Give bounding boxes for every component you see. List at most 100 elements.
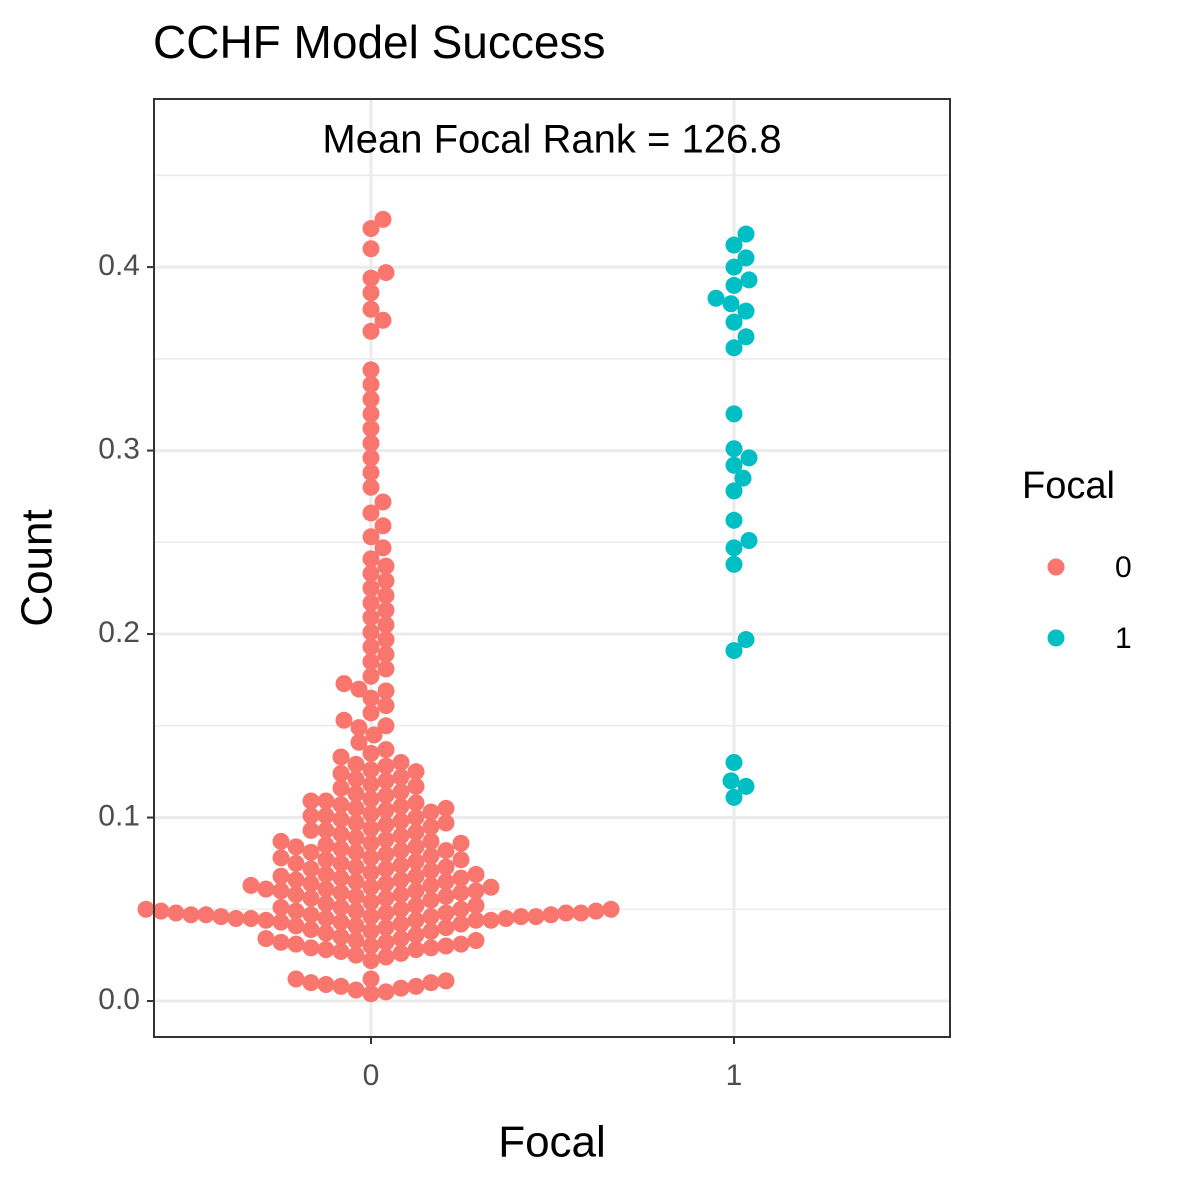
point <box>332 884 350 902</box>
point <box>740 271 758 289</box>
point <box>362 528 380 546</box>
point <box>362 776 380 794</box>
point <box>392 915 410 933</box>
point <box>737 225 755 243</box>
point <box>392 783 410 801</box>
point <box>725 405 743 423</box>
point <box>407 867 425 885</box>
point <box>362 878 380 896</box>
point <box>377 557 395 575</box>
point <box>407 911 425 929</box>
point <box>272 849 290 867</box>
legend-title: Focal <box>1022 465 1115 507</box>
point <box>332 942 350 960</box>
point <box>377 816 395 834</box>
point <box>377 919 395 937</box>
point <box>725 236 743 254</box>
point <box>377 631 395 649</box>
point <box>437 972 455 990</box>
point <box>437 887 455 905</box>
x-axis-label: Focal <box>498 1118 606 1167</box>
point <box>362 300 380 318</box>
point <box>437 842 455 860</box>
point <box>347 887 365 905</box>
point <box>725 313 743 331</box>
point <box>737 631 755 649</box>
point <box>272 867 290 885</box>
point <box>362 805 380 823</box>
point <box>317 865 335 883</box>
x-tick-label: 0 <box>363 1059 380 1092</box>
point <box>422 818 440 836</box>
point <box>422 876 440 894</box>
point <box>437 937 455 955</box>
point <box>392 798 410 816</box>
legend-marker <box>1047 629 1065 647</box>
point <box>287 871 305 889</box>
point <box>332 913 350 931</box>
point <box>362 849 380 867</box>
point <box>392 979 410 997</box>
point <box>287 838 305 856</box>
point <box>362 361 380 379</box>
point <box>512 908 530 926</box>
point <box>317 941 335 959</box>
point <box>737 302 755 320</box>
point <box>332 869 350 887</box>
point <box>737 249 755 267</box>
point <box>452 915 470 933</box>
point <box>332 796 350 814</box>
point <box>437 858 455 876</box>
point <box>302 889 320 907</box>
point <box>467 931 485 949</box>
point <box>362 376 380 394</box>
point <box>287 854 305 872</box>
legend: 01 <box>1047 551 1132 655</box>
point <box>422 891 440 909</box>
point <box>167 904 185 922</box>
point <box>197 906 215 924</box>
point <box>302 974 320 992</box>
point <box>374 517 392 535</box>
point <box>725 440 743 458</box>
point <box>332 765 350 783</box>
point <box>377 860 395 878</box>
point <box>452 851 470 869</box>
point <box>362 952 380 970</box>
point <box>407 823 425 841</box>
point <box>377 933 395 951</box>
point <box>377 741 395 759</box>
point <box>422 803 440 821</box>
point <box>257 911 275 929</box>
legend-label: 0 <box>1115 551 1132 584</box>
point <box>377 601 395 619</box>
point <box>737 777 755 795</box>
point <box>377 845 395 863</box>
point <box>362 761 380 779</box>
point <box>725 555 743 573</box>
point <box>452 900 470 918</box>
y-tick-label: 0.4 <box>98 249 140 282</box>
point <box>392 768 410 786</box>
point <box>467 865 485 883</box>
point <box>722 772 740 790</box>
point <box>725 456 743 474</box>
point <box>377 717 395 735</box>
point <box>362 667 380 685</box>
point <box>302 939 320 957</box>
point <box>332 854 350 872</box>
point <box>347 931 365 949</box>
point <box>377 983 395 1001</box>
point <box>422 862 440 880</box>
point <box>152 902 170 920</box>
point <box>725 339 743 357</box>
point <box>362 464 380 482</box>
point <box>407 897 425 915</box>
point <box>422 922 440 940</box>
point <box>392 827 410 845</box>
y-tick-label: 0.0 <box>98 983 140 1016</box>
point <box>407 809 425 827</box>
point <box>302 906 320 924</box>
point <box>317 836 335 854</box>
point <box>137 900 155 918</box>
